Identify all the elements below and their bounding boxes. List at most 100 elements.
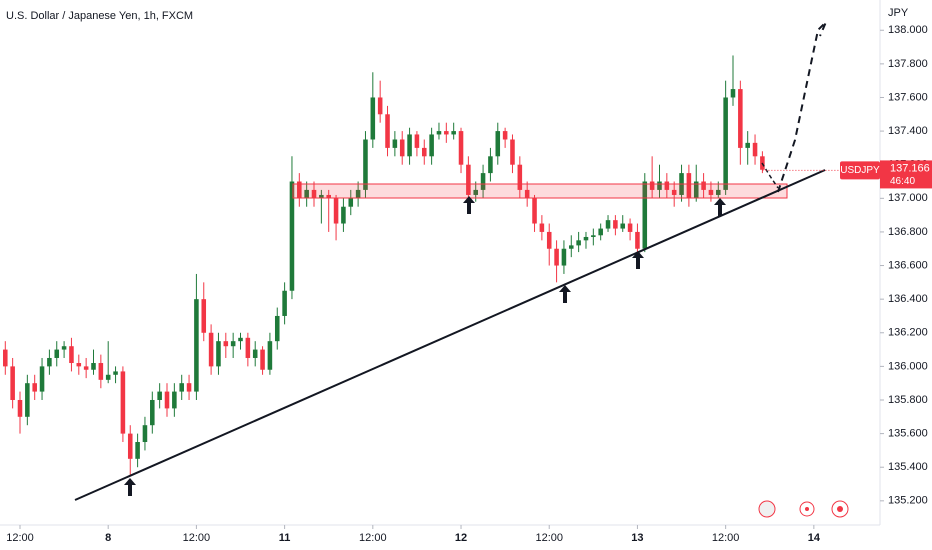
x-tick-label: 12:00: [535, 532, 563, 544]
candle-body: [664, 181, 670, 190]
candle-body: [311, 189, 317, 199]
candle-body: [444, 131, 449, 135]
candle-body: [76, 363, 82, 367]
y-tick-label: 135.400: [888, 461, 928, 473]
candle-body: [370, 97, 376, 140]
candle-body: [260, 349, 265, 370]
candle-body: [517, 164, 523, 190]
candle-body: [686, 173, 692, 199]
candle-body: [238, 337, 243, 342]
candle-body: [532, 198, 537, 224]
arrow: [124, 478, 136, 496]
price-label: 137.166: [890, 162, 930, 174]
candle-body: [47, 357, 52, 367]
candle-body: [752, 142, 758, 157]
symbol-badge: [840, 161, 880, 180]
candle-body: [142, 425, 148, 443]
candle-body: [25, 383, 30, 417]
x-tick-label: 8: [105, 532, 111, 544]
arrow: [463, 196, 475, 214]
y-tick-label: 135.600: [888, 428, 928, 440]
candle-body: [576, 240, 581, 246]
arrow: [714, 198, 726, 216]
candle-body: [613, 220, 618, 229]
icon[interactable]: [837, 506, 843, 512]
candle-body: [414, 134, 420, 148]
candle-body: [591, 235, 596, 237]
candle-body: [98, 363, 104, 380]
icons: [758, 500, 849, 518]
candle-body: [333, 198, 339, 224]
candle-body: [127, 433, 133, 459]
candle-body: [10, 366, 15, 400]
arrow: [559, 285, 571, 303]
candle-body: [627, 223, 633, 232]
y-tick-label: 136.000: [888, 360, 928, 372]
candle-body: [407, 134, 412, 157]
candle-body: [150, 399, 155, 426]
y-tick-label: 135.800: [888, 394, 928, 406]
candle-body: [105, 374, 111, 380]
y-tick-label: 136.400: [888, 293, 928, 305]
candle-body: [583, 236, 589, 241]
candle-body: [61, 346, 67, 350]
candle-body: [363, 139, 368, 190]
trendline: [74, 169, 826, 501]
candle-body: [649, 181, 655, 190]
candle-body: [245, 337, 251, 358]
candle-body: [91, 363, 96, 370]
arrows: [124, 196, 726, 496]
candle-body: [399, 139, 405, 157]
y-tick-label: 138.000: [888, 24, 928, 36]
candle-body: [598, 228, 603, 236]
candle-body: [480, 173, 486, 190]
candle-body: [473, 189, 479, 195]
candle-body: [230, 341, 236, 347]
candle-body: [642, 181, 648, 249]
y-tick-label: 135.200: [888, 495, 928, 507]
y-tick-label: 136.800: [888, 226, 928, 238]
candle-body: [216, 341, 221, 367]
candle-body: [716, 189, 721, 195]
x-tick-label: 11: [279, 532, 291, 544]
candle-body: [319, 194, 324, 199]
candle-body: [377, 97, 383, 115]
candle-body: [605, 220, 611, 229]
icon[interactable]: [758, 500, 776, 518]
x-tick-label: 12: [455, 532, 467, 544]
candle-body: [510, 139, 515, 165]
candle-body: [569, 245, 574, 249]
candle-body: [693, 181, 699, 199]
candle-body: [289, 181, 295, 291]
candle-body: [113, 371, 118, 375]
candle-body: [17, 399, 23, 417]
candle-body: [392, 139, 398, 148]
y-tick-label: 137.000: [888, 192, 928, 204]
candle-body: [466, 164, 471, 195]
candle-body: [561, 248, 567, 266]
candle-body: [738, 89, 743, 148]
candle-body: [83, 366, 89, 370]
arrow: [632, 251, 644, 269]
symbol-label: USDJPY: [840, 165, 880, 176]
candle-body: [267, 341, 273, 370]
x-tick-label: 12:00: [183, 532, 211, 544]
candle-body: [252, 349, 258, 358]
x-tick-label: 12:00: [712, 532, 740, 544]
candle-body: [539, 223, 545, 232]
candle-body: [172, 391, 177, 409]
y-tick-label: 137.400: [888, 125, 928, 137]
projection-start: [761, 162, 779, 189]
x-tick-label: 12:00: [6, 532, 34, 544]
y-tick-label: 136.600: [888, 259, 928, 271]
candle-body: [745, 142, 750, 148]
price-badge: [880, 160, 932, 189]
candle-body: [179, 383, 184, 392]
chart-title: U.S. Dollar / Japanese Yen, 1h, FXCM: [6, 10, 193, 22]
candle-body: [120, 371, 126, 434]
candle-body: [157, 391, 162, 400]
icon[interactable]: [805, 507, 809, 511]
candle-body: [39, 366, 45, 392]
candle-body: [620, 223, 626, 229]
candle-body: [524, 189, 530, 199]
